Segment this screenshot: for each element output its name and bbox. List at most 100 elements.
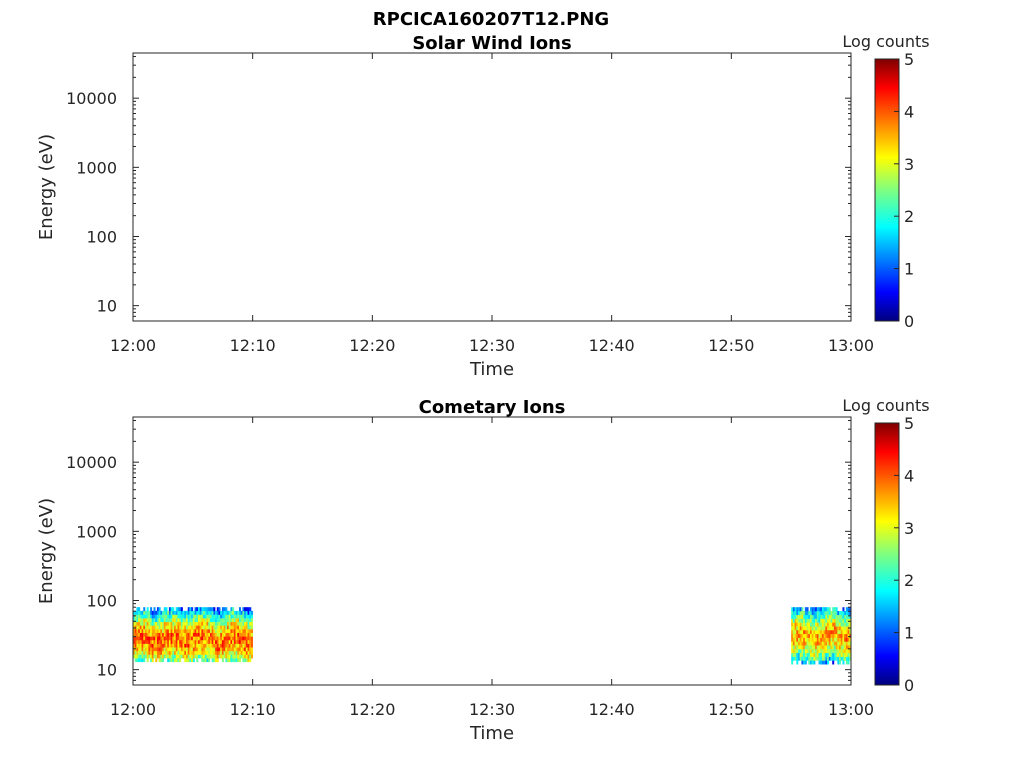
- data-cell: [168, 643, 171, 648]
- data-cell: [177, 636, 180, 641]
- data-cell: [250, 654, 253, 659]
- data-cell: [177, 625, 180, 630]
- data-cell: [232, 636, 235, 641]
- data-cell: [133, 610, 136, 615]
- data-cell: [172, 614, 175, 619]
- data-cell: [218, 647, 221, 652]
- data-cell: [172, 632, 175, 637]
- data-cell: [158, 607, 161, 612]
- data-cell: [225, 647, 228, 652]
- data-cell: [167, 643, 170, 648]
- data-cell: [208, 636, 211, 641]
- data-cell: [249, 658, 252, 663]
- data-cell: [208, 614, 211, 619]
- x-tick-label: 12:30: [469, 700, 515, 719]
- data-cell: [134, 636, 137, 641]
- data-cell: [187, 647, 190, 652]
- data-cell: [813, 629, 816, 635]
- data-cell: [830, 641, 833, 646]
- data-cell: [832, 607, 835, 612]
- data-cell: [245, 639, 248, 644]
- data-cell: [189, 607, 192, 612]
- data-cell: [803, 641, 806, 646]
- data-cell: [215, 654, 218, 659]
- data-cell: [151, 618, 154, 623]
- data-cell: [186, 650, 189, 655]
- data-cell: [146, 643, 149, 648]
- data-cell: [150, 621, 153, 626]
- data-cell: [233, 650, 236, 655]
- data-cell: [799, 641, 802, 646]
- data-cell: [238, 614, 241, 619]
- data-cell: [143, 614, 146, 619]
- data-cell: [174, 643, 177, 648]
- data-cell: [187, 625, 190, 630]
- data-cell: [204, 654, 207, 659]
- data-cell: [162, 658, 165, 663]
- data-cell: [792, 629, 795, 635]
- data-cell: [845, 614, 848, 619]
- data-cell: [165, 607, 168, 612]
- data-cell: [832, 637, 835, 642]
- data-cell: [180, 621, 183, 626]
- data-cell: [163, 643, 166, 648]
- data-cell: [138, 632, 141, 637]
- data-cell: [815, 637, 818, 642]
- data-cell: [818, 645, 821, 650]
- data-cell: [155, 610, 158, 615]
- data-cell: [138, 636, 141, 641]
- data-cell: [806, 641, 809, 646]
- data-cell: [179, 647, 182, 652]
- colorbar-gradient: [874, 422, 900, 686]
- data-cell: [179, 639, 182, 644]
- data-cell: [823, 656, 826, 661]
- data-cell: [203, 643, 206, 648]
- data-cell: [823, 652, 826, 657]
- data-cell: [825, 614, 828, 619]
- data-cell: [233, 614, 236, 619]
- data-cell: [206, 654, 209, 659]
- data-cell: [235, 643, 238, 648]
- data-cell: [148, 629, 151, 633]
- data-cell: [172, 639, 175, 644]
- data-cell: [820, 648, 823, 654]
- data-cell: [232, 632, 235, 637]
- data-cell: [168, 629, 171, 633]
- data-cell: [184, 650, 187, 655]
- data-cell: [228, 654, 231, 659]
- data-cell: [839, 645, 842, 650]
- data-cell: [199, 636, 202, 641]
- data-cell: [827, 660, 830, 665]
- data-cell: [186, 629, 189, 633]
- data-cell: [845, 607, 848, 612]
- data-cell: [216, 625, 219, 630]
- data-cell: [809, 629, 812, 635]
- data-cell: [232, 614, 235, 619]
- data-cell: [160, 643, 163, 648]
- data-cell: [175, 636, 178, 641]
- data-cell: [792, 641, 795, 646]
- data-cell: [187, 618, 190, 623]
- data-cell: [177, 610, 180, 615]
- data-cell: [182, 643, 185, 648]
- data-cell: [150, 629, 153, 633]
- data-cell: [806, 633, 809, 638]
- y-tick-label: 1000: [76, 158, 117, 177]
- data-cell: [170, 610, 173, 615]
- data-cell: [172, 636, 175, 641]
- data-cell: [204, 625, 207, 630]
- data-cell: [160, 658, 163, 663]
- data-cell: [813, 633, 816, 638]
- data-cell: [180, 636, 183, 641]
- data-cell: [847, 611, 850, 616]
- x-tick-label: 12:00: [110, 700, 156, 719]
- data-cell: [139, 629, 142, 633]
- data-cell: [791, 626, 794, 631]
- data-cell: [138, 639, 141, 644]
- data-cell: [143, 639, 146, 644]
- data-cell: [827, 645, 830, 650]
- data-cell: [184, 647, 187, 652]
- data-cell: [228, 614, 231, 619]
- data-cell: [143, 607, 146, 612]
- data-cell: [168, 625, 171, 630]
